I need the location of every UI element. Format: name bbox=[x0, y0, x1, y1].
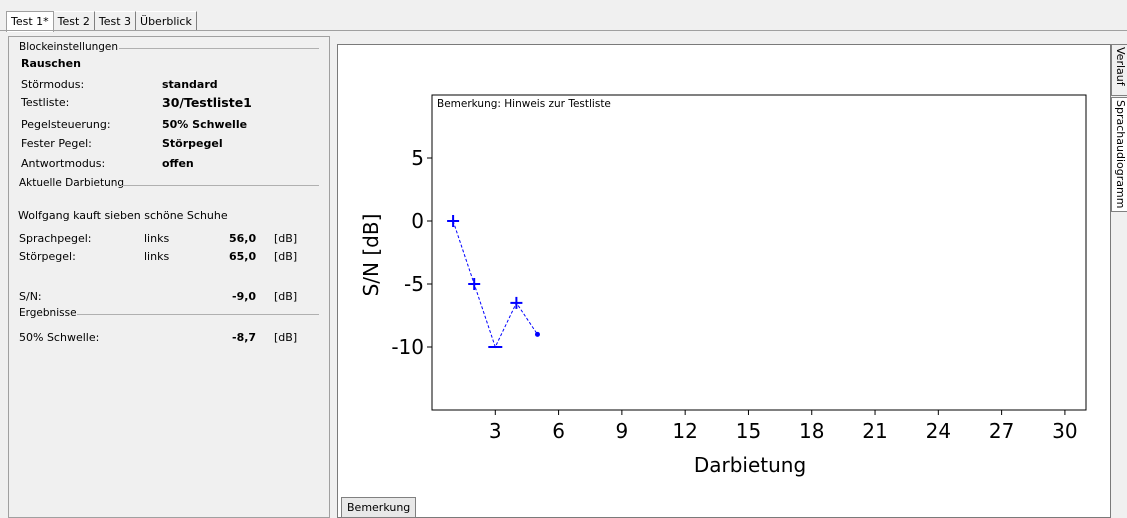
data-point bbox=[447, 215, 460, 227]
settings-row: Störmodus: standard bbox=[21, 77, 321, 92]
x-tick-label: 24 bbox=[926, 419, 951, 443]
speech-level-unit: [dB] bbox=[274, 232, 298, 245]
y-tick-label: 5 bbox=[411, 146, 424, 170]
setting-label: Pegelsteuerung: bbox=[21, 118, 111, 131]
data-point bbox=[510, 296, 523, 309]
setting-value: Störpegel bbox=[162, 137, 223, 150]
setting-value: offen bbox=[162, 157, 194, 170]
speech-level-row: Sprachpegel: links 56,0 [dB] bbox=[19, 231, 309, 246]
speech-level-value: 56,0 bbox=[229, 232, 257, 245]
noise-level-value: 65,0 bbox=[229, 250, 257, 263]
setting-value: 30/Testliste1 bbox=[162, 95, 252, 110]
threshold-unit: [dB] bbox=[274, 331, 298, 344]
tab-test-1[interactable]: Test 1* bbox=[6, 11, 54, 32]
x-tick-label: 21 bbox=[862, 419, 887, 443]
results-header: Ergebnisse bbox=[19, 307, 77, 319]
tab-bar: Test 1* Test 2 Test 3 Überblick bbox=[6, 11, 197, 32]
x-tick-label: 12 bbox=[672, 419, 697, 443]
sn-row: S/N: -9,0 [dB] bbox=[19, 289, 309, 304]
current-presentation-header: Aktuelle Darbietung bbox=[19, 177, 125, 189]
data-point bbox=[534, 331, 540, 337]
noise-level-unit: [dB] bbox=[274, 250, 298, 263]
setting-value: standard bbox=[162, 78, 218, 91]
x-tick-label: 3 bbox=[489, 419, 502, 443]
divider bbox=[119, 48, 319, 49]
sn-value: -9,0 bbox=[232, 290, 257, 303]
tab-divider bbox=[0, 30, 1127, 31]
info-panel: Blockeinstellungen Rauschen Störmodus: s… bbox=[8, 36, 330, 518]
setting-value: 50% Schwelle bbox=[162, 118, 248, 131]
speech-level-side: links bbox=[144, 232, 170, 245]
y-tick-label: -5 bbox=[404, 272, 424, 296]
current-sentence: Wolfgang kauft sieben schöne Schuhe bbox=[18, 209, 228, 222]
speech-level-label: Sprachpegel: bbox=[19, 232, 92, 245]
x-tick-label: 15 bbox=[736, 419, 761, 443]
y-axis-label: S/N [dB] bbox=[359, 214, 383, 297]
plot-area: Bemerkung: Hinweis zur Testliste 5 0 -5 -10… bbox=[337, 44, 1111, 518]
x-tick-label: 9 bbox=[616, 419, 629, 443]
threshold-label: 50% Schwelle: bbox=[19, 331, 100, 344]
tab-sprachaudiogramm-label: Sprachaudiogramm bbox=[1114, 100, 1127, 209]
noise-type: Rauschen bbox=[21, 57, 81, 70]
threshold-value: -8,7 bbox=[232, 331, 257, 344]
tab-verlauf-label: Verlauf bbox=[1114, 47, 1127, 86]
chart-annotation: Bemerkung: Hinweis zur Testliste bbox=[437, 98, 611, 110]
settings-row: Antwortmodus: offen bbox=[21, 156, 321, 171]
block-settings-header: Blockeinstellungen bbox=[19, 41, 119, 53]
plot-frame bbox=[431, 94, 1087, 411]
setting-label: Antwortmodus: bbox=[21, 157, 106, 170]
threshold-row: 50% Schwelle: -8,7 [dB] bbox=[19, 330, 309, 345]
divider bbox=[121, 185, 319, 186]
x-axis-label: Darbietung bbox=[694, 453, 806, 477]
tab-test-3[interactable]: Test 3 bbox=[94, 11, 137, 31]
noise-level-row: Störpegel: links 65,0 [dB] bbox=[19, 249, 309, 264]
setting-label: Testliste: bbox=[21, 96, 70, 109]
y-tick-label: 0 bbox=[411, 209, 424, 233]
noise-level-label: Störpegel: bbox=[19, 250, 76, 263]
setting-label: Fester Pegel: bbox=[21, 137, 92, 150]
data-point bbox=[468, 278, 481, 290]
progress-chart: Bemerkung: Hinweis zur Testliste 5 0 -5 -10… bbox=[359, 94, 1087, 477]
setting-label: Störmodus: bbox=[21, 78, 85, 91]
sn-label: S/N: bbox=[19, 290, 42, 303]
x-tick-label: 18 bbox=[799, 419, 824, 443]
tab-overview[interactable]: Überblick bbox=[136, 11, 197, 31]
settings-row: Fester Pegel: Störpegel bbox=[21, 136, 321, 151]
y-tick-label: -10 bbox=[391, 335, 424, 359]
x-tick-label: 30 bbox=[1052, 419, 1077, 443]
divider bbox=[77, 314, 319, 315]
settings-row: Pegelsteuerung: 50% Schwelle bbox=[21, 117, 321, 132]
tab-sprachaudiogramm[interactable]: Sprachaudiogramm bbox=[1111, 97, 1127, 212]
sn-unit: [dB] bbox=[274, 290, 298, 303]
noise-level-side: links bbox=[144, 250, 170, 263]
remark-button[interactable]: Bemerkung bbox=[341, 497, 417, 518]
tab-test-2[interactable]: Test 2 bbox=[53, 11, 95, 31]
settings-row: Testliste: 30/Testliste1 bbox=[21, 95, 321, 110]
x-tick-label: 6 bbox=[552, 419, 565, 443]
x-tick-label: 27 bbox=[989, 419, 1014, 443]
tab-verlauf[interactable]: Verlauf bbox=[1111, 44, 1127, 96]
